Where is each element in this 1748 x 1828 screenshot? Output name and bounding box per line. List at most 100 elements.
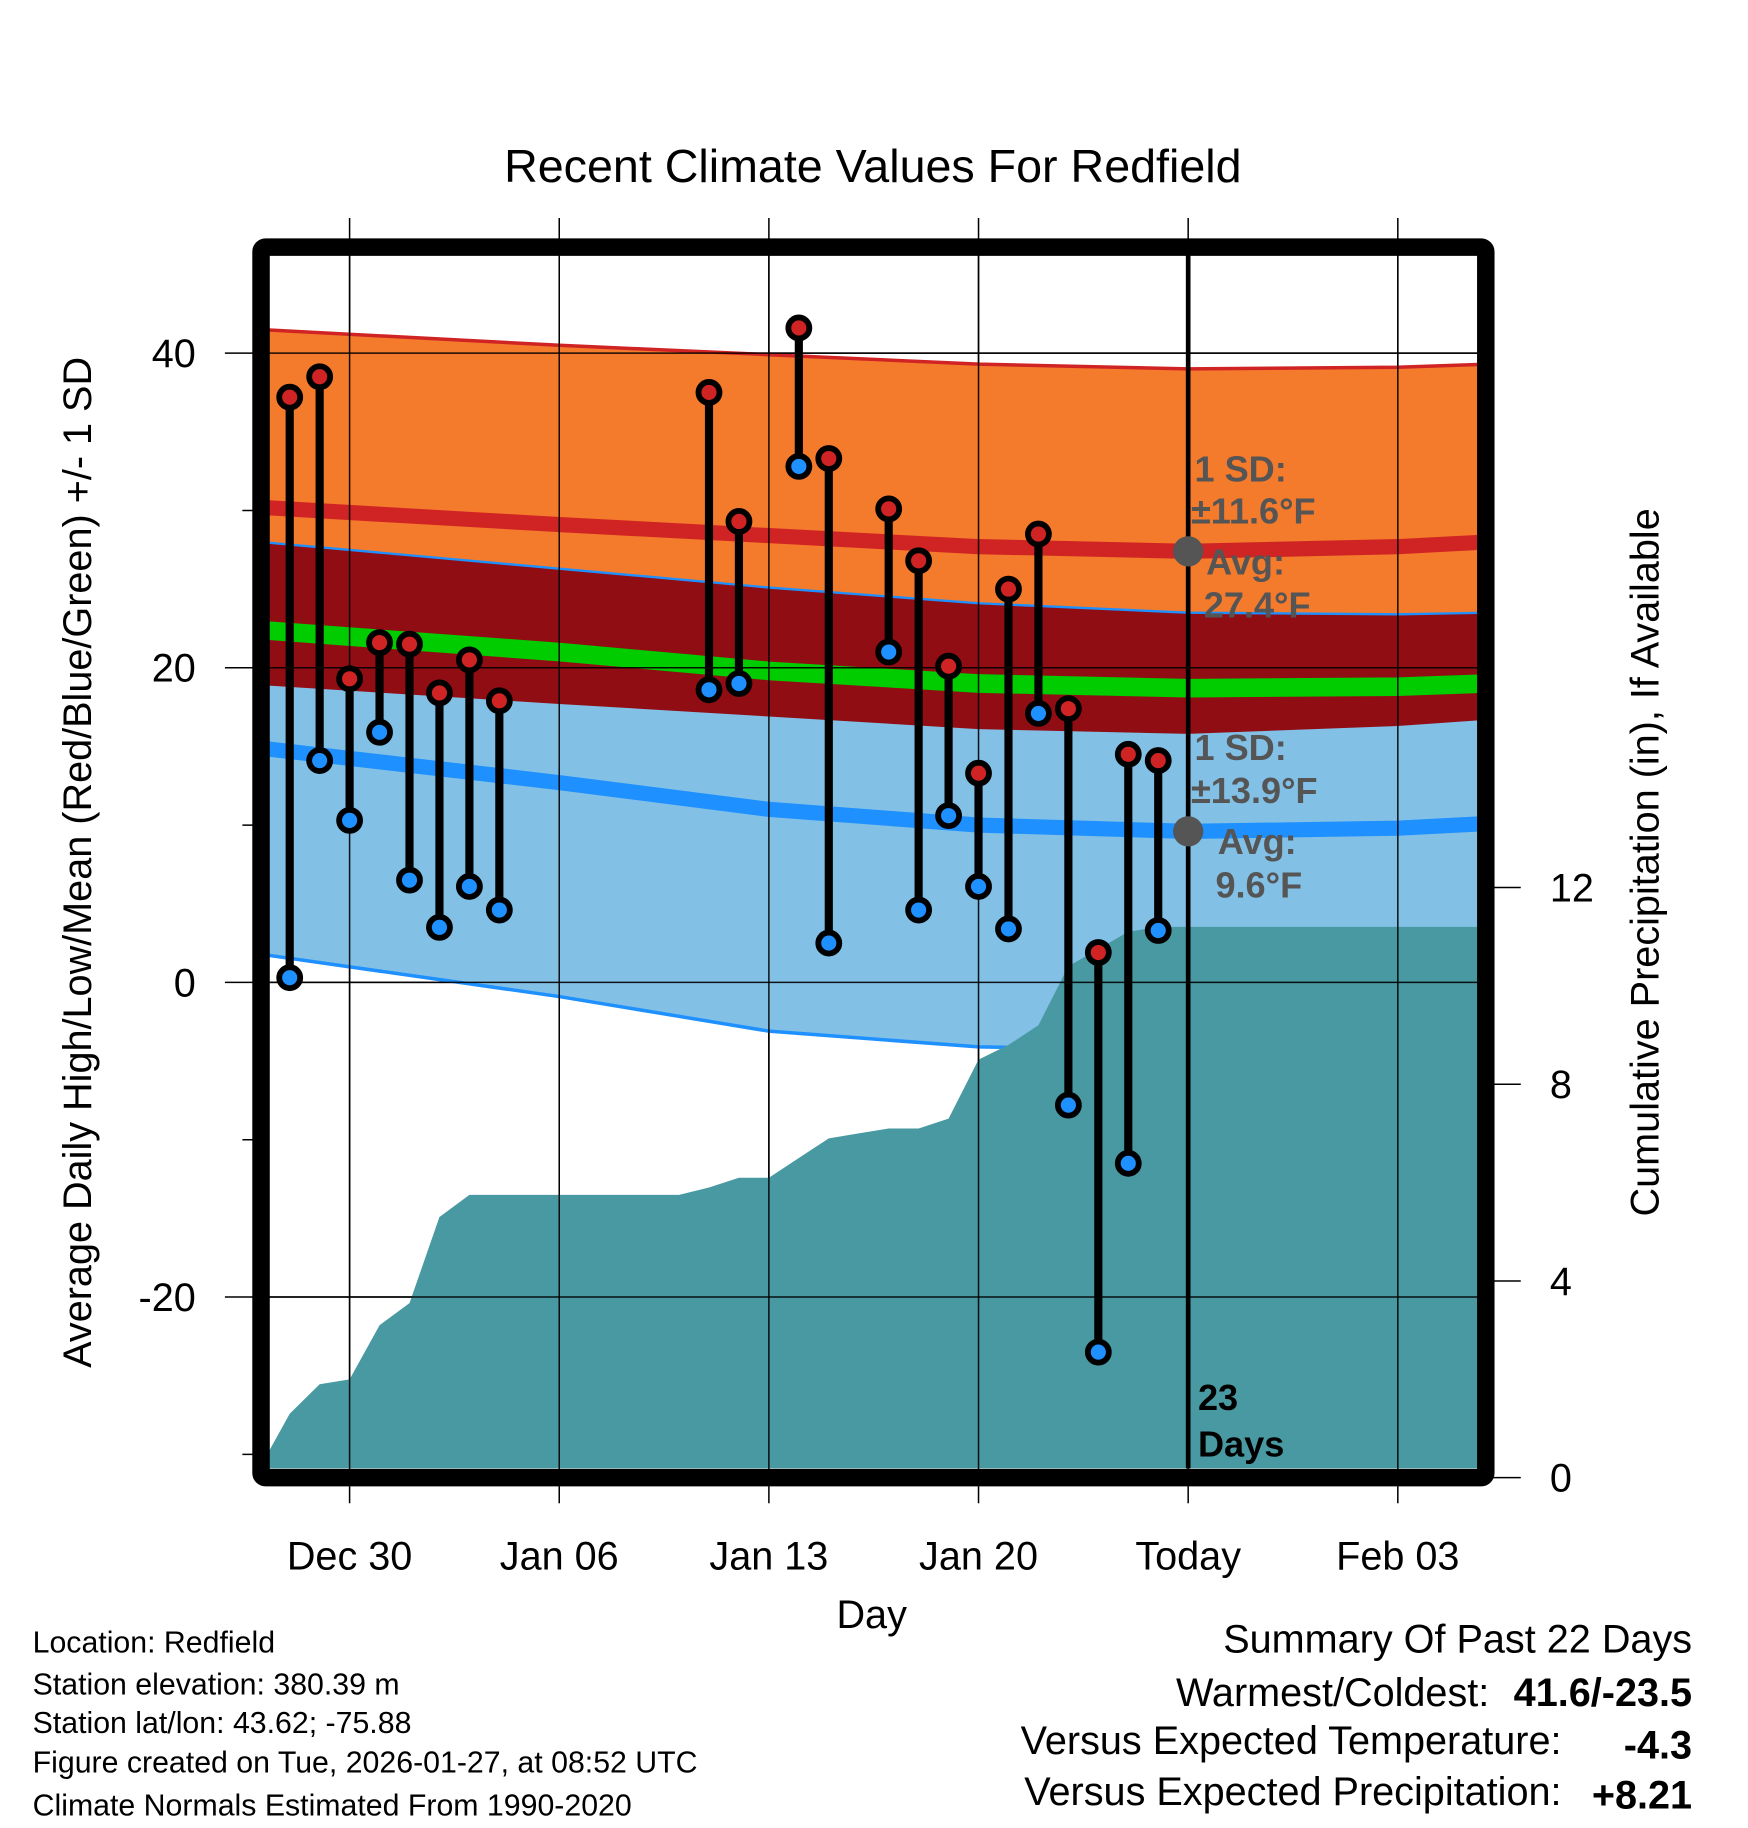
observation-day (276, 383, 304, 992)
low-temp-point (815, 929, 843, 957)
observation-day (785, 314, 813, 480)
low-temp-point (965, 873, 992, 900)
low-temp-point (1144, 917, 1172, 944)
low-temp-point (1025, 699, 1052, 727)
elevation-text: Station elevation: 380.39 m (33, 1668, 400, 1701)
observation-day (875, 495, 903, 666)
high-temp-point (875, 495, 903, 523)
warmest-coldest-value: 41.6/-23.5 (1514, 1671, 1692, 1715)
high-temp-point (1054, 695, 1082, 723)
x-tick-label: Today (1135, 1535, 1241, 1579)
high-temp-point (725, 508, 753, 535)
high-temp-point (935, 652, 962, 680)
plot-frame (252, 238, 1495, 1487)
observation-day (1025, 520, 1052, 727)
low-avg-marker (1173, 816, 1204, 847)
cumulative-precip-area (269, 926, 1478, 1469)
low-temp-point (1114, 1149, 1142, 1177)
observation-day (336, 665, 364, 834)
high-temp-point (785, 314, 813, 342)
low-temp-point (905, 896, 933, 924)
observation-day (1054, 695, 1082, 1119)
high-temp-point (396, 630, 423, 658)
low-sd-label: 1 SD: (1194, 727, 1286, 768)
low-temp-point (1054, 1091, 1082, 1119)
high-temp-point (695, 379, 723, 406)
observation-day (935, 652, 962, 830)
temp-vs-expected-label: Versus Expected Temperature: (1021, 1719, 1562, 1763)
low-temp-point (695, 676, 723, 704)
observation-day (965, 759, 992, 900)
temp-vs-expected-value: -4.3 (1624, 1724, 1692, 1768)
y2-tick-label: 12 (1550, 867, 1594, 911)
observation-day (426, 679, 453, 941)
observation-day (695, 379, 723, 704)
observation-day (725, 508, 753, 697)
y-tick-label: -20 (139, 1276, 196, 1320)
high-temp-point (455, 646, 483, 674)
normal-annotations: 1 SD: ±11.6°F Avg: 27.4°F 1 SD: ±13.9°F … (1173, 448, 1318, 1465)
high-temp-point (366, 629, 393, 656)
observation-day (1084, 939, 1112, 1366)
observation-day (366, 629, 393, 746)
low-avg-label: Avg: (1218, 821, 1297, 862)
low-temp-point (485, 896, 513, 924)
observation-day (485, 687, 513, 924)
observation-day (396, 630, 423, 894)
high-temp-point (336, 665, 364, 693)
observations (276, 314, 1172, 1366)
high-temp-point (1114, 740, 1142, 768)
x-axis-label: Day (836, 1593, 907, 1637)
plot-area (269, 328, 1478, 1469)
observation-day (905, 547, 933, 924)
high-temp-point (995, 575, 1022, 603)
x-tick-label: Jan 20 (919, 1535, 1038, 1579)
x-tick-label: Jan 06 (500, 1535, 619, 1579)
normals-text: Climate Normals Estimated From 1990-2020 (33, 1790, 632, 1823)
low-temp-point (276, 964, 304, 992)
observation-day (306, 363, 334, 774)
low-temp-point (396, 866, 423, 894)
high-temp-point (1144, 747, 1172, 774)
low-temp-point (366, 718, 393, 746)
y-tick-label: 40 (152, 332, 196, 376)
x-tick-label: Feb 03 (1336, 1535, 1459, 1579)
observation-day (995, 575, 1022, 943)
location-text: Location: Redfield (33, 1626, 275, 1659)
low-temp-point (725, 670, 753, 697)
low-temp-point (785, 452, 813, 480)
low-avg-value: 9.6°F (1215, 864, 1302, 905)
high-temp-point (306, 363, 334, 391)
observation-day (1144, 747, 1172, 944)
days-count: 23 (1198, 1377, 1238, 1418)
high-temp-point (1025, 520, 1052, 548)
grid-overlay (269, 255, 1478, 1469)
precip-vs-expected-label: Versus Expected Precipitation: (1024, 1770, 1561, 1814)
high-temp-point (485, 687, 513, 715)
high-temp-point (905, 547, 933, 575)
summary-title: Summary Of Past 22 Days (1223, 1617, 1692, 1661)
high-sd-value: ±11.6°F (1191, 490, 1316, 531)
observation-day (1114, 740, 1142, 1177)
low-temp-point (875, 638, 903, 666)
low-sd-value: ±13.9°F (1191, 770, 1318, 811)
high-temp-point (276, 383, 304, 411)
x-tick-label: Jan 13 (709, 1535, 828, 1579)
station-info: Location: Redfield Station elevation: 38… (33, 1626, 698, 1822)
y2-tick-label: 0 (1550, 1457, 1572, 1501)
low-temp-point (995, 915, 1022, 943)
latlon-text: Station lat/lon: 43.62; -75.88 (33, 1707, 412, 1740)
low-temp-point (935, 802, 962, 830)
low-temp-point (426, 913, 453, 941)
x-tick-label: Dec 30 (287, 1535, 413, 1579)
low-temp-point (1084, 1338, 1112, 1366)
y-tick-label: 0 (174, 961, 196, 1005)
warmest-coldest-label: Warmest/Coldest: (1176, 1671, 1489, 1715)
high-temp-point (965, 759, 992, 787)
high-avg-marker (1173, 536, 1204, 567)
created-text: Figure created on Tue, 2026-01-27, at 08… (33, 1747, 698, 1780)
y-tick-label: 20 (152, 647, 196, 691)
summary: Summary Of Past 22 Days Warmest/Coldest:… (1021, 1617, 1692, 1817)
high-sd-label: 1 SD: (1194, 448, 1286, 489)
